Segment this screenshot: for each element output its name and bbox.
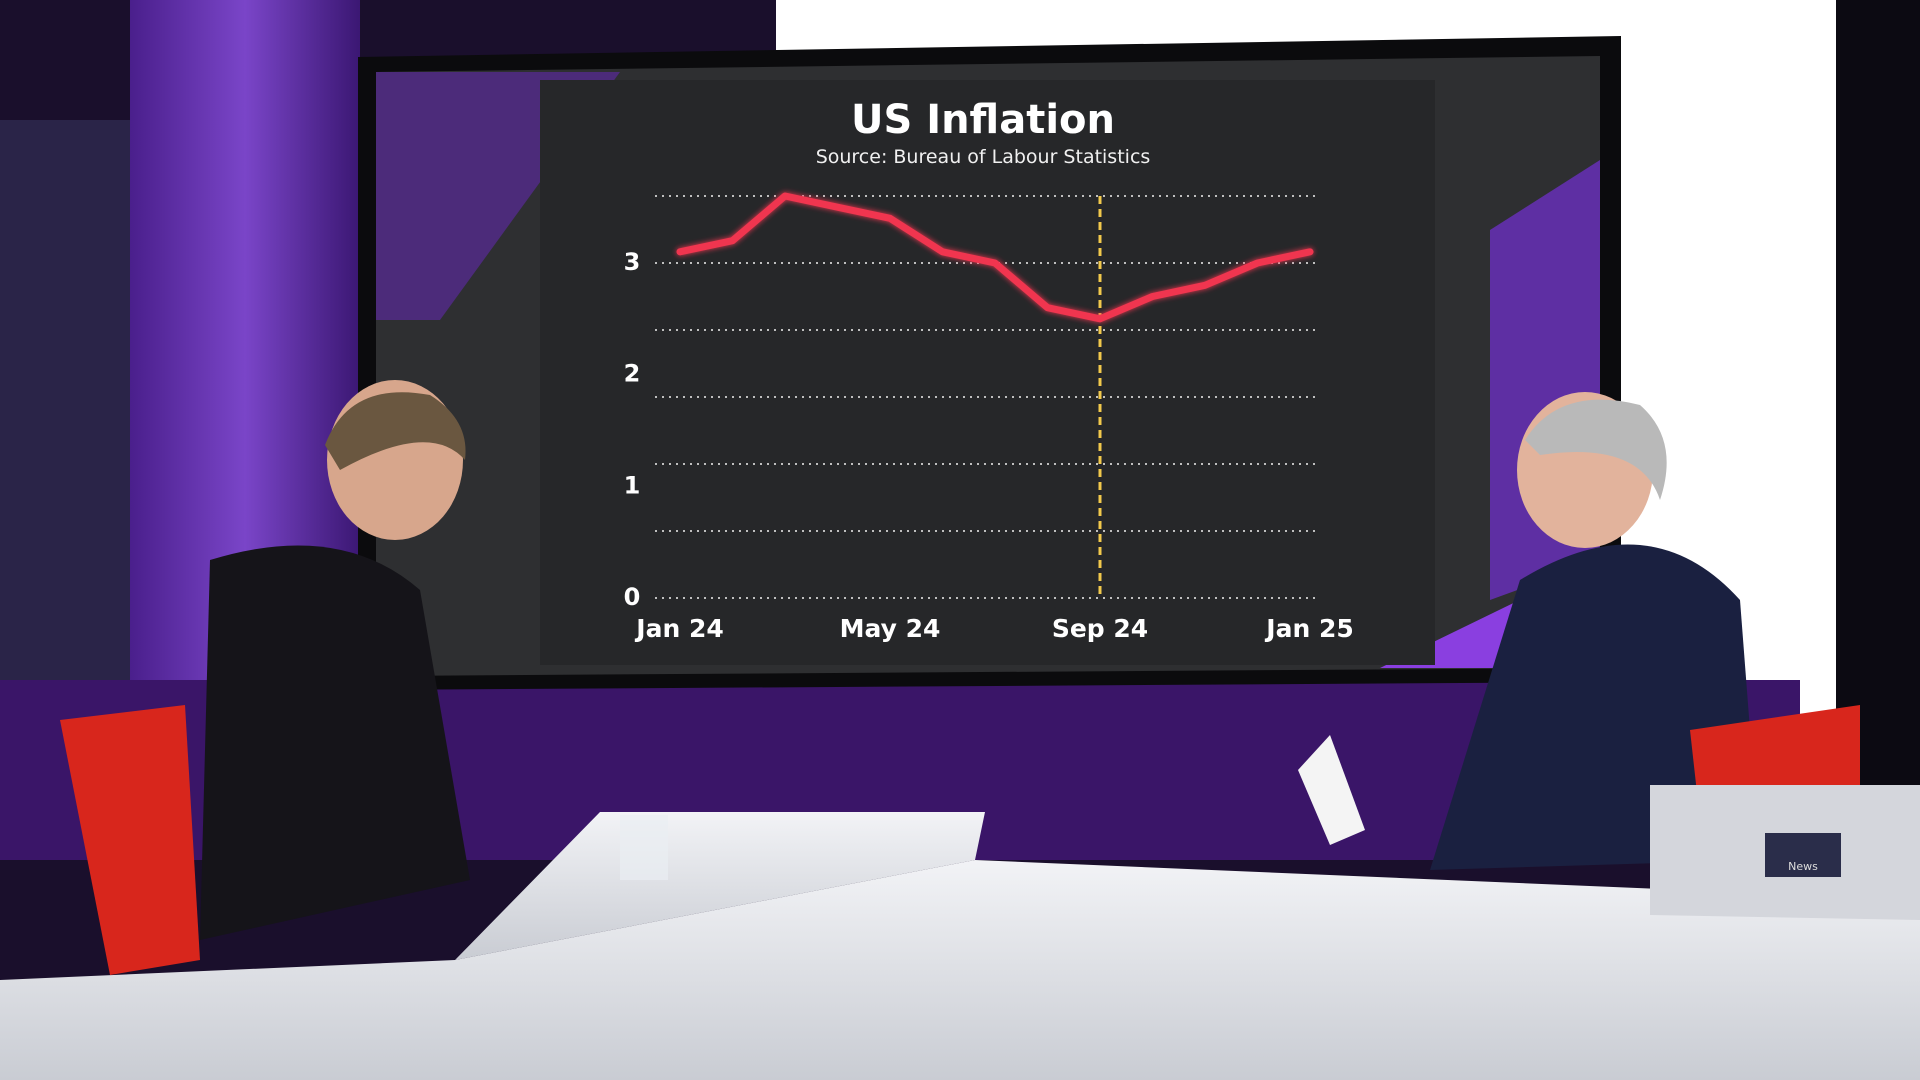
logo-badge <box>1765 833 1841 877</box>
x-tick-label: Jan 25 <box>1264 614 1353 643</box>
papers <box>1298 735 1365 845</box>
newsroom-window <box>0 120 140 720</box>
x-tick-label: May 24 <box>840 614 941 643</box>
y-tick-label: 2 <box>624 360 641 388</box>
y-tick-label: 0 <box>624 583 641 611</box>
left-presenter-body <box>200 545 470 940</box>
desk <box>0 860 1920 1080</box>
water-glass <box>620 815 668 880</box>
data-line <box>676 192 1314 323</box>
chart-title: US Inflation <box>851 97 1115 143</box>
desk-left <box>455 812 985 960</box>
left-presenter-hair <box>325 392 466 470</box>
right-wall <box>1836 0 1920 800</box>
logo-text: News <box>1788 860 1818 873</box>
left-chair <box>60 705 200 975</box>
plot: 0 1 2 3 Jan 24 May 24 Sep 24 Jan 25 <box>624 192 1354 643</box>
right-presenter-hair <box>1525 399 1667 500</box>
y-tick-label: 1 <box>624 471 641 499</box>
x-tick-label: Jan 24 <box>634 614 723 643</box>
chart-subtitle: Source: Bureau of Labour Statistics <box>816 146 1151 168</box>
x-tick-label: Sep 24 <box>1052 614 1148 643</box>
y-tick-label: 3 <box>624 248 641 276</box>
chart-panel <box>540 80 1435 665</box>
